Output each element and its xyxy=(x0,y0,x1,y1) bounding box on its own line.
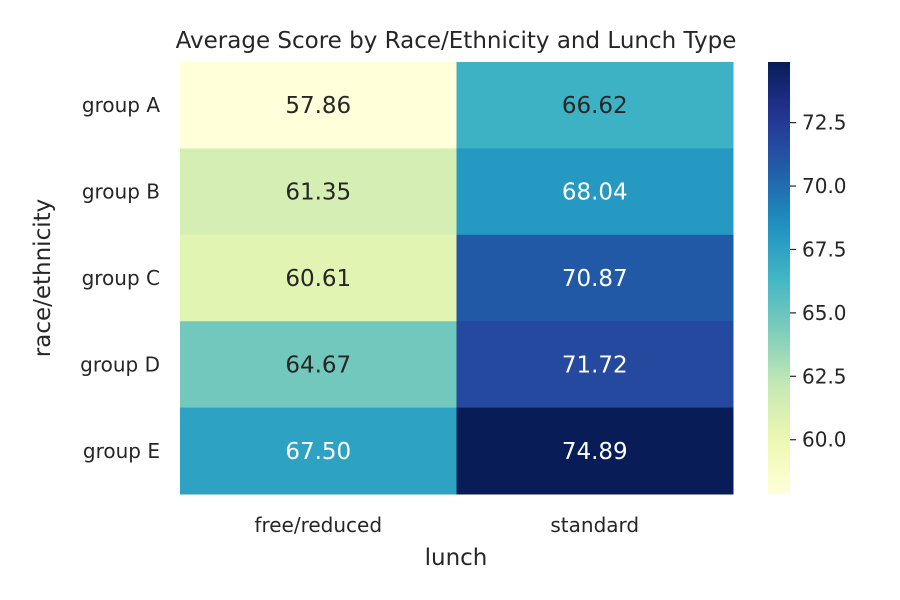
cell-value-label: 57.86 xyxy=(285,93,351,119)
heatmap-cell xyxy=(180,234,457,322)
heatmap-cell xyxy=(180,321,457,409)
y-axis-label: race/ethnicity xyxy=(30,199,56,357)
y-tick-label: group C xyxy=(82,266,160,290)
cell-value-label: 67.50 xyxy=(285,439,351,465)
y-tick-label: group D xyxy=(80,352,160,376)
y-tick-label: group E xyxy=(83,439,160,463)
cell-value-label: 71.72 xyxy=(562,352,628,378)
heatmap-cell xyxy=(180,407,457,495)
colorbar-tick-label: 72.5 xyxy=(802,111,847,135)
heatmap-cell xyxy=(456,407,734,495)
cell-value-label: 74.89 xyxy=(562,439,628,465)
colorbar-ticks: 60.0 62.5 65.0 67.5 70.0 72.5 xyxy=(790,111,847,452)
y-tick-label: group A xyxy=(82,93,160,117)
x-axis-label: lunch xyxy=(425,545,488,571)
x-tick-label: free/reduced xyxy=(254,513,382,537)
cell-value-label: 61.35 xyxy=(285,180,351,206)
colorbar-tick-label: 65.0 xyxy=(802,301,847,325)
y-tick-label: group B xyxy=(82,180,160,204)
y-tick-labels: group A group B group C group D group E xyxy=(80,93,160,463)
cell-value-label: 70.87 xyxy=(562,266,628,292)
colorbar-tick-label: 67.5 xyxy=(802,237,847,261)
heatmap-cell xyxy=(180,62,457,149)
cell-value-label: 60.61 xyxy=(285,266,351,292)
cell-value-label: 66.62 xyxy=(562,93,628,119)
cell-value-label: 64.67 xyxy=(285,352,351,378)
x-tick-label: standard xyxy=(550,513,639,537)
heatmap-cell xyxy=(456,321,734,409)
cell-value-label: 68.04 xyxy=(562,180,628,206)
colorbar-tick-label: 62.5 xyxy=(802,364,847,388)
chart-title: Average Score by Race/Ethnicity and Lunc… xyxy=(176,28,737,54)
colorbar-tick-label: 70.0 xyxy=(802,174,847,198)
heatmap-cell xyxy=(456,62,734,149)
x-tick-labels: free/reduced standard xyxy=(254,513,639,537)
colorbar xyxy=(768,62,790,494)
heatmap-cell xyxy=(456,148,734,236)
heatmap-cells: 57.86 66.62 61.35 68.04 60.61 70.87 64.67 71.72… xyxy=(180,62,734,495)
colorbar-tick-label: 60.0 xyxy=(802,428,847,452)
heatmap-cell xyxy=(180,148,457,236)
heatmap-cell xyxy=(456,234,734,322)
